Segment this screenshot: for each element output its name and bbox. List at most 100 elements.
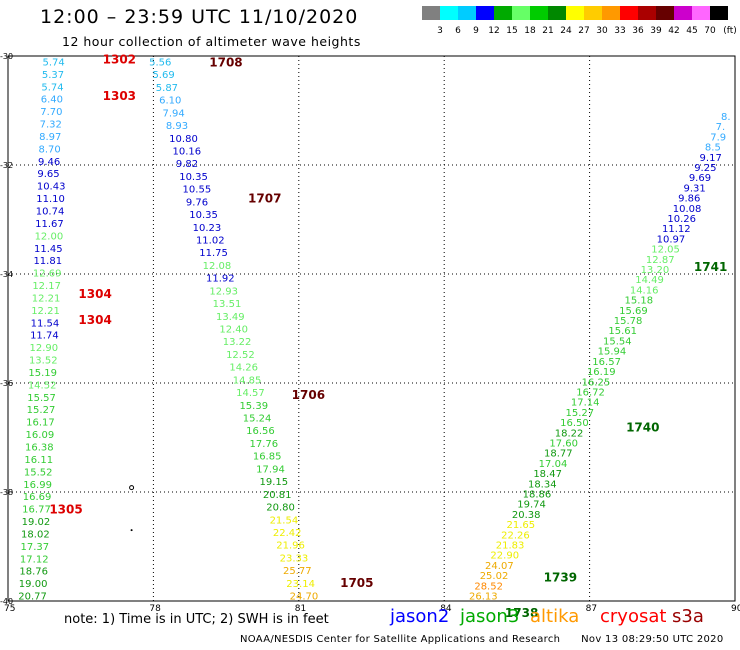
swh-value: 15.27 [565,408,594,419]
swh-value: 9.46 [38,157,60,168]
swh-value: 21.65 [507,520,536,531]
swh-value: 12.90 [30,343,59,354]
swh-value: 15.54 [603,336,632,347]
swh-value: 16.19 [587,367,616,378]
pass-label: 1738 [505,606,538,620]
scale-label: 12 [488,26,500,36]
swh-value: 11.45 [34,244,63,255]
pass-label: 1305 [49,502,82,516]
scale-swatch [656,6,674,20]
swh-value: 14.16 [630,285,659,296]
swh-value: 15.78 [614,316,643,327]
swh-value: 16.85 [253,452,282,463]
y-tick-label: -38 [0,488,13,497]
swh-value: 17.37 [20,542,49,553]
swh-value: 14.49 [635,275,664,286]
swh-value: 12.69 [33,269,62,280]
swh-value: 15.52 [24,467,53,478]
swh-value: 25.77 [283,566,312,577]
swh-value: 26.13 [469,592,498,603]
swh-value: 28.52 [474,581,503,592]
swh-value: 18.22 [555,428,584,439]
swh-value: 11.75 [199,248,228,259]
swh-value: 9.31 [683,183,705,194]
swh-value: 15.57 [27,393,56,404]
island-marker [130,529,133,532]
legend-s3a: s3a [672,606,704,627]
swh-value: 16.17 [26,418,55,429]
swh-value: 5.87 [156,83,178,94]
legend-jason3: jason3 [460,606,520,627]
swh-value: 10.80 [169,134,198,145]
swh-value: 16.09 [26,430,55,441]
swh-value: 9.25 [694,163,716,174]
swh-value: 11.67 [35,219,64,230]
swh-value: 15.61 [608,326,637,337]
map-title: 12:00 – 23:59 UTC 11/10/2020 [40,6,359,28]
swh-value: 15.94 [598,347,627,358]
scale-label: 3 [437,26,443,36]
x-tick-label: 81 [295,604,306,614]
scale-unit: (ft) [723,26,737,36]
swh-value: 9.69 [689,173,711,184]
legend-altika: altika [530,606,580,627]
swh-value: 7.94 [162,108,184,119]
scale-label: 18 [524,26,536,36]
swh-value: 9.76 [186,197,208,208]
x-tick-label: 75 [4,604,15,614]
swh-value: 23.14 [286,579,315,590]
swh-value: 16.99 [23,480,52,491]
scale-label: 42 [668,26,680,36]
swh-value: 20.81 [263,490,292,501]
scale-swatch [458,6,476,20]
swh-value: 17.76 [249,439,278,450]
swh-value: 16.50 [560,418,589,429]
swh-value: 23.33 [280,553,309,564]
scale-label: 21 [542,26,554,36]
swh-value: 13.22 [223,337,252,348]
x-tick-label: 84 [440,604,452,614]
swh-value: 16.69 [23,492,52,503]
swh-value: 9.65 [37,169,59,180]
swh-value: 20.80 [266,503,295,514]
swh-value: 5.74 [42,57,64,68]
swh-value: 11.74 [30,331,59,342]
swh-value: 10.35 [189,210,218,221]
swh-value: 11.81 [33,256,62,267]
swh-value: 7.70 [40,107,62,118]
swh-value: 18.34 [528,479,557,490]
swh-value: 11.02 [196,235,225,246]
y-tick-label: -40 [0,597,13,606]
scale-swatch [692,6,710,20]
swh-value: 17.12 [20,554,49,565]
swh-value: 5.69 [152,70,174,81]
pass-label: 1741 [694,260,727,274]
swh-value: 10.08 [673,204,702,215]
footer-note: note: 1) Time is in UTC; 2) SWH is in fe… [64,612,329,627]
swh-value: 5.74 [41,82,63,93]
scale-label: 33 [614,26,626,36]
swh-value: 15.39 [239,401,268,412]
swh-value: 17.14 [571,398,600,409]
swh-value: 12.17 [32,281,61,292]
map-subtitle: 12 hour collection of altimeter wave hei… [62,34,361,49]
swh-value: 7. [716,122,726,133]
swh-value: 18.76 [19,567,48,578]
pass-label: 1303 [103,89,136,103]
scale-label: 24 [560,26,572,36]
swh-value: 16.11 [24,455,53,466]
x-tick-label: 87 [586,604,597,614]
swh-value: 19.02 [22,517,51,528]
swh-value: 16.77 [22,505,51,516]
swh-value: 12.00 [35,231,64,242]
swh-value: 5.56 [149,57,171,68]
swh-value: 10.55 [183,185,212,196]
swh-value: 12.40 [219,325,248,336]
swh-value: 19.00 [19,579,48,590]
swh-value: 11.12 [662,224,691,235]
swh-value: 8. [721,112,731,123]
scale-swatch [620,6,638,20]
scale-label: 36 [632,26,644,36]
swh-value: 16.72 [576,387,605,398]
scale-swatch [548,6,566,20]
